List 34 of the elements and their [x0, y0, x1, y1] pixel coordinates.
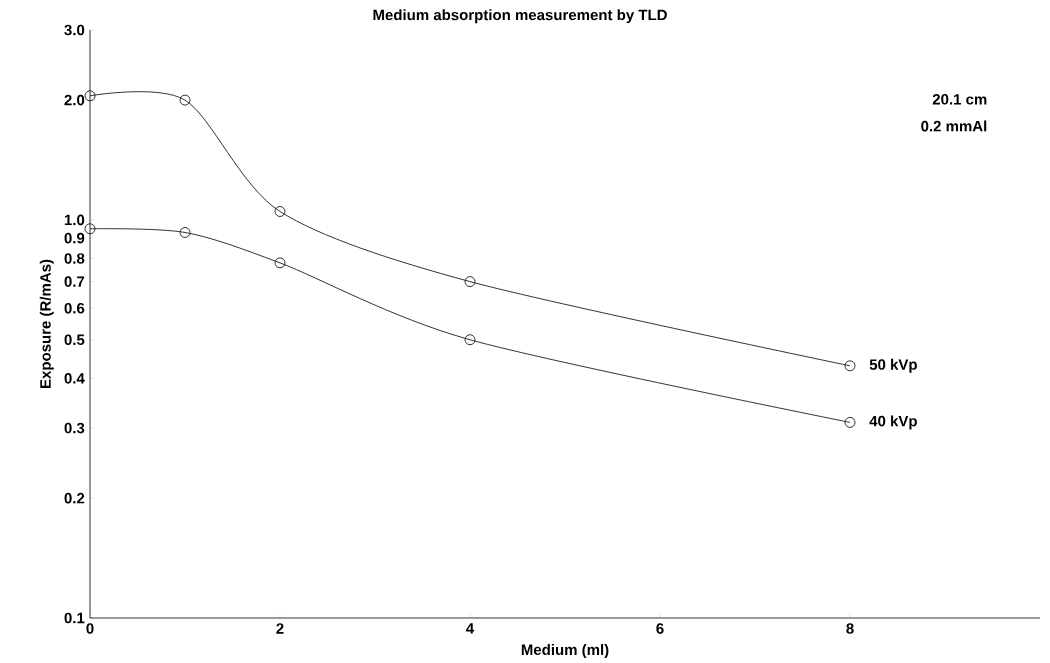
- annotation: 20.1 cm: [932, 93, 987, 105]
- x-tick-label: 2: [276, 623, 284, 634]
- y-tick-label: 0.1: [64, 612, 85, 624]
- y-tick-label: 0.5: [64, 334, 85, 346]
- annotation: 0.2 mmAl: [921, 120, 987, 132]
- point: [464, 334, 476, 346]
- point: [844, 417, 856, 428]
- y-axis-title: Exposure (R/mAs): [39, 259, 54, 388]
- y-tick-label: 3.0: [64, 24, 85, 36]
- point: [844, 360, 856, 372]
- y-tick-label: 0.9: [64, 232, 85, 244]
- y-tick-label: 0.8: [64, 253, 85, 264]
- y-tick-label: 0.7: [64, 276, 85, 287]
- y-tick-label: 1.0: [64, 214, 85, 226]
- series-label: 50 kVp: [869, 358, 917, 373]
- point: [274, 206, 286, 217]
- x-tick-label: 4: [466, 623, 475, 634]
- y-tick-label: 2.0: [64, 94, 85, 106]
- point: [179, 94, 191, 106]
- y-tick-label: 0.4: [64, 373, 85, 384]
- x-tick-label: 0: [86, 623, 94, 634]
- y-tick-label: 0.3: [64, 422, 85, 434]
- y-tick-label: 0.6: [64, 302, 85, 314]
- x-tick-label: 6: [656, 623, 664, 634]
- y-tick-label: 0.2: [64, 492, 85, 504]
- x-axis-title: Medium (ml): [521, 644, 609, 658]
- point: [84, 90, 96, 102]
- chart-title: Medium absorption measurement by TLD: [373, 9, 667, 24]
- point: [84, 223, 96, 235]
- point: [274, 257, 286, 269]
- point: [464, 276, 476, 287]
- point: [179, 227, 191, 238]
- series-label: 40 kVp: [869, 415, 917, 430]
- x-tick-label: 8: [846, 623, 854, 634]
